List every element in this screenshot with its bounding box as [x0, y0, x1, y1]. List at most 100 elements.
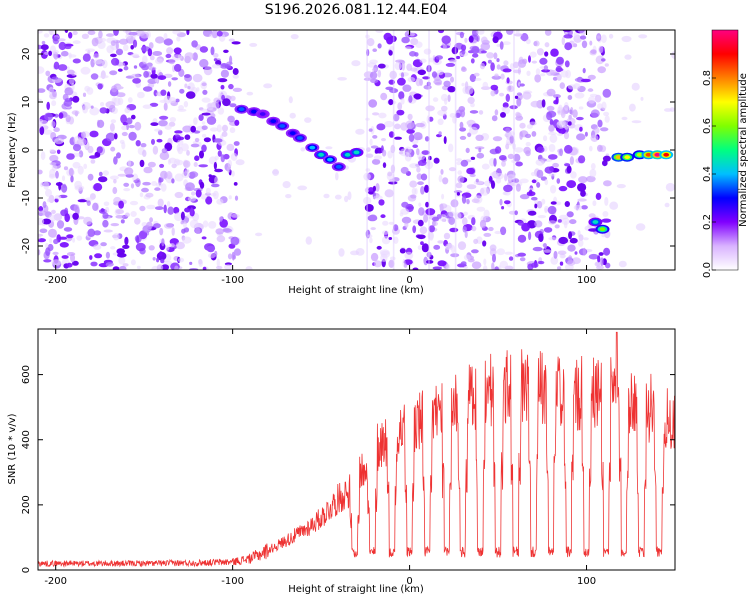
noise-blob: [490, 84, 499, 91]
noise-blob: [70, 175, 74, 183]
noise-blob: [461, 66, 466, 71]
noise-blob: [478, 110, 484, 115]
noise-blob: [214, 155, 219, 161]
noise-blob: [193, 162, 198, 167]
noise-blob: [38, 120, 43, 129]
noise-blob: [113, 179, 117, 184]
noise-blob: [503, 184, 513, 193]
snr-y-label: SNR (10 * v/v): [7, 413, 18, 484]
noise-blob: [539, 57, 548, 65]
noise-blob: [471, 225, 477, 232]
noise-blob: [160, 89, 167, 96]
noise-blob: [130, 53, 139, 57]
noise-blob: [596, 265, 604, 270]
noise-blob: [235, 159, 245, 166]
noise-blob: [594, 127, 600, 134]
noise-blob: [61, 50, 69, 57]
noise-blob: [205, 187, 211, 195]
noise-blob: [569, 237, 578, 244]
noise-blob: [544, 207, 548, 214]
noise-blob: [565, 69, 571, 79]
noise-blob: [43, 259, 52, 263]
noise-blob: [456, 161, 461, 166]
noise-blob: [199, 150, 204, 159]
noise-blob: [171, 77, 178, 81]
noise-blob: [178, 105, 185, 111]
noise-blob: [211, 63, 222, 69]
noise-blob: [621, 116, 628, 121]
noise-blob: [563, 131, 570, 140]
noise-blob: [148, 42, 154, 49]
noise-blob: [102, 212, 109, 219]
noise-blob: [255, 232, 263, 237]
noise-blob: [428, 57, 434, 63]
noise-blob: [467, 96, 475, 104]
noise-blob: [368, 99, 378, 108]
noise-blob: [89, 255, 93, 260]
noise-blob: [105, 251, 110, 259]
noise-blob: [201, 236, 207, 240]
signal-point: [289, 131, 296, 136]
noise-blob: [496, 58, 500, 63]
noise-blob: [448, 143, 454, 153]
noise-blob: [419, 226, 428, 234]
noise-blob: [118, 200, 124, 209]
noise-blob: [382, 162, 387, 169]
noise-blob: [415, 122, 425, 128]
noise-blob: [50, 121, 56, 128]
noise-blob: [506, 77, 510, 84]
noise-blob: [39, 126, 45, 136]
noise-blob: [368, 128, 373, 132]
noise-blob: [136, 235, 140, 244]
noise-blob: [501, 160, 506, 167]
noise-blob: [211, 30, 218, 39]
noise-blob: [466, 198, 470, 205]
noise-blob: [289, 112, 296, 119]
noise-blob: [496, 248, 505, 256]
noise-blob: [482, 240, 487, 247]
noise-blob: [150, 73, 158, 79]
noise-blob: [98, 37, 107, 43]
noise-blob: [154, 128, 161, 132]
noise-blob: [122, 263, 129, 267]
noise-blob: [373, 195, 383, 200]
noise-blob: [84, 85, 91, 92]
noise-blob: [171, 227, 175, 236]
noise-blob: [166, 171, 173, 180]
noise-blob: [428, 225, 435, 233]
noise-blob: [213, 58, 218, 62]
noise-blob: [323, 193, 330, 199]
noise-blob: [99, 75, 109, 79]
noise-blob: [492, 253, 496, 263]
noise-blob: [122, 122, 128, 126]
noise-blob: [445, 62, 456, 67]
signal-point: [270, 119, 277, 124]
noise-blob: [46, 101, 50, 110]
noise-blob: [499, 155, 507, 161]
noise-blob: [184, 83, 188, 89]
noise-blob: [355, 248, 365, 256]
noise-blob: [585, 175, 596, 183]
noise-blob: [564, 42, 573, 51]
noise-blob: [59, 242, 69, 248]
noise-blob: [166, 201, 171, 207]
noise-blob: [387, 171, 393, 177]
noise-blob: [504, 200, 511, 205]
noise-blob: [519, 257, 526, 262]
noise-blob: [431, 71, 438, 78]
noise-blob: [160, 258, 165, 264]
noise-blob: [202, 89, 208, 95]
noise-blob: [524, 133, 532, 139]
y-tick-label: -20: [21, 238, 32, 254]
noise-blob: [569, 156, 575, 165]
noise-blob: [470, 156, 476, 160]
noise-blob: [300, 147, 306, 152]
noise-blob: [228, 195, 232, 200]
noise-blob: [597, 255, 601, 263]
noise-blob: [380, 253, 388, 262]
noise-blob: [421, 150, 430, 156]
noise-blob: [64, 30, 69, 33]
noise-blob: [601, 34, 607, 43]
noise-blob: [181, 171, 191, 178]
noise-blob: [398, 151, 404, 155]
